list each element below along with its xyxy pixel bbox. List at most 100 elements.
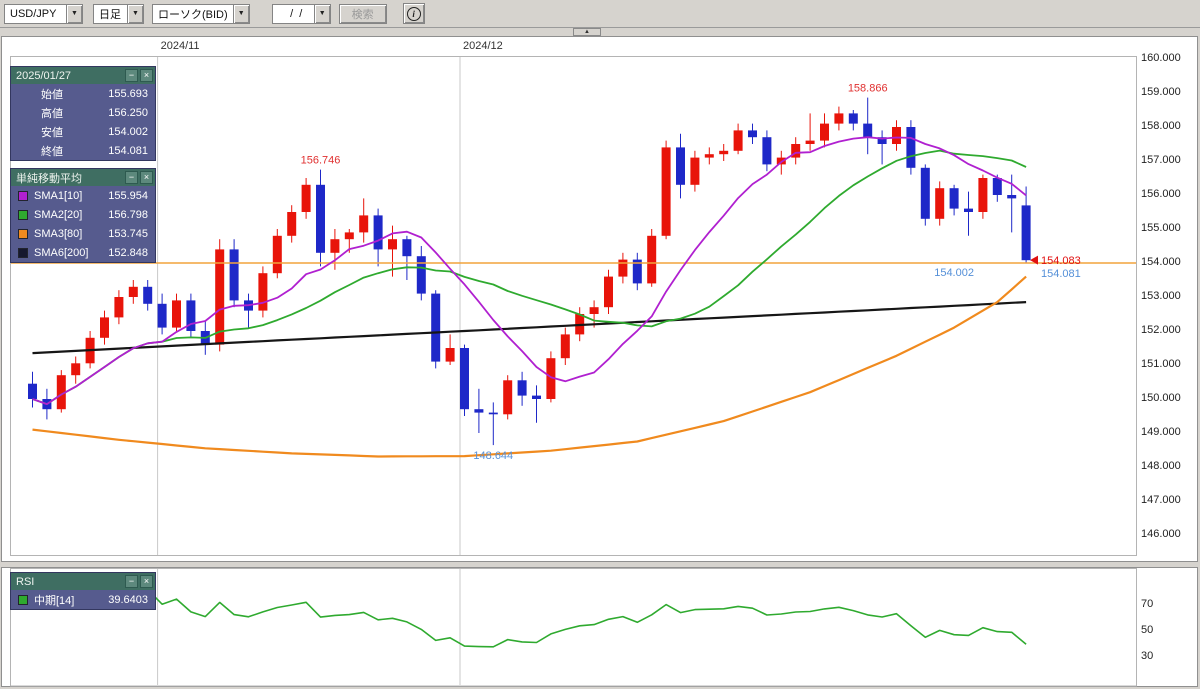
collapse-button[interactable]: ▲: [573, 28, 601, 36]
row-label: 終値: [41, 145, 63, 158]
candle: [330, 239, 340, 253]
sma-row: SMA1[10] 155.954: [11, 186, 155, 205]
date-input[interactable]: / / ▼: [271, 3, 331, 24]
search-button[interactable]: 検索: [338, 3, 387, 24]
row-label: SMA6[200]: [34, 246, 89, 259]
price-annotation: 148.644: [473, 450, 513, 462]
main-chart-canvas[interactable]: 156.746158.866148.644154.002154.083154.0…: [10, 56, 1137, 556]
candle: [474, 409, 484, 413]
info-button[interactable]: i: [402, 3, 425, 24]
candle: [344, 232, 354, 240]
candle: [460, 348, 469, 410]
candle: [589, 307, 599, 314]
candle: [128, 286, 138, 297]
candle: [157, 303, 167, 328]
candle: [978, 178, 988, 212]
candle: [229, 249, 239, 301]
candle: [316, 184, 325, 253]
candle: [848, 113, 858, 124]
timeframe-select[interactable]: 日足 ▼: [93, 3, 144, 24]
price-annotation: 154.002: [934, 267, 974, 279]
y-axis-label: 151.000: [1141, 358, 1181, 370]
date-value: / /: [271, 3, 314, 24]
candle: [791, 144, 801, 158]
sma1-color-swatch: [18, 190, 28, 201]
candle: [992, 178, 1002, 195]
symbol-select[interactable]: USD/JPY ▼: [4, 3, 83, 24]
rsi-y-axis-label: 70: [1141, 598, 1154, 610]
current-price-label: 154.083: [1041, 255, 1081, 267]
candle: [661, 147, 671, 236]
rsi-chart-canvas[interactable]: [10, 568, 1137, 687]
candle: [690, 157, 700, 185]
minimize-button[interactable]: −: [125, 69, 138, 82]
ohlc-row-close: 終値 154.081: [11, 141, 155, 160]
candle: [834, 113, 844, 124]
candle: [863, 123, 873, 138]
panel-header[interactable]: 2025/01/27 − ×: [11, 67, 155, 84]
y-axis-label: 148.000: [1141, 460, 1181, 472]
candle: [143, 286, 153, 304]
plot-border: [10, 56, 1137, 556]
sma80-line: [32, 275, 1027, 458]
candle: [733, 130, 743, 151]
candle: [215, 249, 225, 345]
current-price-label: 154.081: [1041, 268, 1081, 280]
row-label: 安値: [41, 126, 63, 139]
panel-title: 単純移動平均: [16, 172, 82, 185]
y-axis-label: 157.000: [1141, 154, 1181, 166]
rsi-row: 中期[14] 39.6403: [11, 590, 155, 609]
candle: [1007, 195, 1017, 199]
info-icon: i: [406, 6, 421, 21]
row-value: 154.002: [108, 125, 148, 138]
current-price-arrow-icon: [1030, 255, 1038, 265]
candle: [704, 154, 714, 158]
chart-type-select[interactable]: ローソク(BID) ▼: [152, 3, 250, 24]
candle: [719, 150, 729, 155]
y-axis-label: 155.000: [1141, 222, 1181, 234]
minimize-button[interactable]: −: [125, 575, 138, 588]
price-annotation: 156.746: [301, 155, 341, 167]
candle: [388, 239, 397, 250]
panel-header[interactable]: 単純移動平均 − ×: [11, 169, 155, 186]
chevron-down-icon[interactable]: ▼: [127, 3, 144, 24]
candle: [949, 188, 959, 209]
row-value: 153.745: [108, 227, 148, 240]
minimize-button[interactable]: −: [125, 171, 138, 184]
close-button[interactable]: ×: [140, 171, 153, 184]
y-axis-label: 149.000: [1141, 426, 1181, 438]
row-label: SMA3[80]: [34, 227, 83, 240]
rsi-info-panel: RSI − × 中期[14] 39.6403: [10, 572, 156, 610]
ohlc-row-open: 始値 155.693: [11, 84, 155, 103]
rsi-y-axis-label: 50: [1141, 624, 1154, 636]
candle: [56, 375, 66, 410]
candle: [301, 184, 311, 212]
candle: [517, 380, 527, 396]
candle: [805, 140, 815, 144]
chevron-down-icon[interactable]: ▼: [313, 3, 331, 24]
candle: [373, 215, 383, 250]
close-button[interactable]: ×: [140, 575, 153, 588]
candle: [28, 383, 37, 399]
panel-header[interactable]: RSI − ×: [11, 573, 155, 590]
row-label: 中期[14]: [34, 594, 75, 607]
candle: [272, 235, 282, 274]
candle: [920, 167, 930, 219]
row-value: 156.798: [108, 208, 148, 221]
candle: [258, 273, 268, 311]
ohlc-row-high: 高値 156.250: [11, 103, 155, 122]
candle: [100, 317, 109, 338]
y-axis-label: 156.000: [1141, 188, 1181, 200]
y-axis-label: 150.000: [1141, 392, 1181, 404]
candle: [488, 412, 498, 415]
candle: [287, 212, 297, 236]
toolbar: USD/JPY ▼ 日足 ▼ ローソク(BID) ▼ / / ▼ 検索 i: [0, 0, 1200, 28]
sma-row: SMA2[20] 156.798: [11, 205, 155, 224]
candle: [431, 293, 441, 362]
chevron-down-icon[interactable]: ▼: [66, 3, 83, 24]
y-axis-label: 154.000: [1141, 256, 1181, 268]
chevron-down-icon[interactable]: ▼: [232, 3, 250, 24]
candle: [935, 188, 945, 219]
ohlc-row-low: 安値 154.002: [11, 122, 155, 141]
close-button[interactable]: ×: [140, 69, 153, 82]
